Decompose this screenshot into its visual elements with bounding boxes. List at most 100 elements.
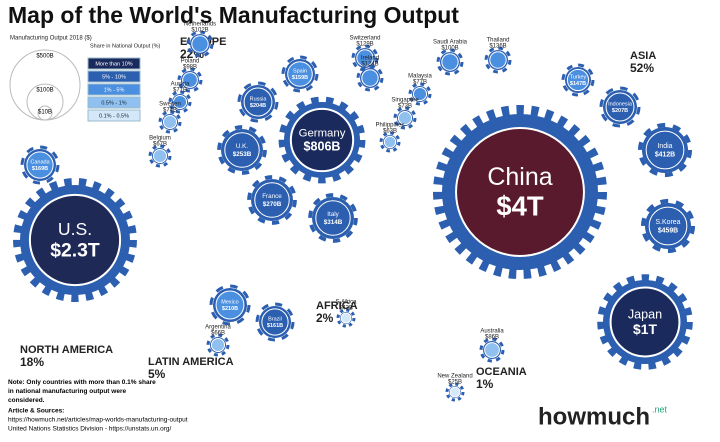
legend-size-label: $10B bbox=[38, 110, 52, 116]
region-share: 5% bbox=[148, 367, 166, 381]
legend-share-label: 1% - 5% bbox=[104, 87, 125, 93]
gear-teeth bbox=[336, 308, 356, 328]
country-value: $459B bbox=[658, 227, 678, 234]
gear-teeth bbox=[432, 104, 608, 280]
note: Note: Only countries with more than 0.1%… bbox=[8, 379, 156, 404]
country-name: Thailand bbox=[486, 38, 509, 44]
gear-face bbox=[489, 51, 507, 69]
country-name: France bbox=[262, 193, 282, 200]
gear-face bbox=[182, 72, 198, 88]
gear-face bbox=[412, 86, 428, 102]
country: Indonesia$207B bbox=[599, 86, 641, 128]
region-name: ASIA bbox=[630, 50, 656, 62]
country-value: $204B bbox=[250, 103, 266, 109]
gear-face bbox=[28, 193, 122, 287]
country: S.Korea$459B bbox=[640, 198, 696, 254]
country: New Zealand$25B bbox=[437, 374, 473, 402]
gear-face bbox=[605, 92, 635, 122]
country: India$412B bbox=[637, 122, 693, 178]
country-name: Turkey bbox=[570, 74, 587, 80]
legend-size-label: $100B bbox=[36, 88, 53, 94]
gear-face bbox=[609, 286, 681, 358]
gear-teeth bbox=[597, 274, 693, 370]
legend: Manufacturing Output 2018 ($) $500B $100… bbox=[9, 36, 160, 122]
gear-teeth bbox=[281, 55, 319, 93]
country-name: India bbox=[658, 143, 673, 150]
gear-teeth bbox=[356, 64, 384, 92]
gear-face bbox=[340, 312, 352, 324]
gear-teeth bbox=[640, 198, 696, 254]
country: Singapore$73B bbox=[391, 98, 419, 130]
country: Poland$98B bbox=[177, 59, 203, 93]
country-name: Austria bbox=[171, 82, 190, 88]
region-share: 18% bbox=[20, 355, 44, 369]
country-value: $43B bbox=[339, 306, 353, 312]
legend-share-label: 5% - 10% bbox=[102, 74, 126, 80]
gear-teeth bbox=[408, 82, 432, 106]
region-name: LATIN AMERICA bbox=[148, 356, 234, 368]
gear-teeth bbox=[209, 284, 251, 326]
country-value: $66B bbox=[211, 331, 225, 337]
country-value: $270B bbox=[263, 201, 282, 208]
country-value: $806B bbox=[304, 140, 341, 154]
country-name: Philippines bbox=[375, 123, 404, 129]
gear-face bbox=[648, 206, 688, 246]
legend-swatch bbox=[87, 83, 141, 96]
gear-teeth bbox=[308, 193, 358, 243]
country: France$270B bbox=[247, 175, 297, 225]
country-value: $1T bbox=[633, 321, 657, 337]
country-name: Ireland bbox=[361, 56, 379, 62]
gear-face bbox=[361, 69, 379, 87]
country-value: $67B bbox=[153, 142, 167, 148]
country: Australia$86B bbox=[479, 329, 505, 363]
country: Argentina$66B bbox=[205, 325, 232, 357]
gear-face bbox=[315, 200, 351, 236]
gear-teeth bbox=[158, 110, 182, 134]
gear-teeth bbox=[484, 46, 512, 74]
gear-teeth bbox=[206, 333, 230, 357]
country: S.Africa$43B bbox=[335, 300, 357, 328]
country: Switzerland$129B bbox=[349, 36, 381, 72]
country-name: Mexico bbox=[221, 299, 238, 305]
country-name: Australia bbox=[480, 329, 504, 335]
country-name: Japan bbox=[628, 307, 662, 321]
legend-share-label: More than 10% bbox=[95, 61, 132, 67]
gear-face bbox=[397, 110, 413, 126]
country: Ireland$124B bbox=[356, 56, 384, 92]
source: https://howmuch.net/articles/map-worlds-… bbox=[8, 417, 188, 424]
country-name: Netherlands bbox=[184, 22, 216, 28]
country-value: $159B bbox=[292, 75, 308, 81]
country-value: $77B bbox=[173, 88, 187, 94]
country: Thailand$136B bbox=[484, 38, 512, 74]
country-value: $25B bbox=[448, 380, 462, 386]
legend-share-label: 0.1% - 0.5% bbox=[99, 113, 129, 119]
country-name: Saudi Arabia bbox=[433, 40, 468, 46]
country: China$4T bbox=[432, 104, 608, 280]
legend-size-label: $500B bbox=[36, 54, 53, 60]
title: Map of the World's Manufacturing Output bbox=[8, 2, 459, 28]
country-name: Brazil bbox=[268, 316, 282, 322]
gear-face bbox=[566, 68, 590, 92]
country-name: China bbox=[487, 163, 552, 191]
country-name: Sweden bbox=[159, 102, 181, 108]
country-value: $210B bbox=[222, 306, 238, 312]
gear-teeth bbox=[177, 67, 203, 93]
legend-circle bbox=[37, 105, 53, 121]
gear-face bbox=[289, 107, 355, 173]
gear-teeth bbox=[561, 63, 595, 97]
country-value: $63B bbox=[383, 129, 397, 135]
gear-face bbox=[254, 182, 290, 218]
country: U.K.$253B bbox=[217, 125, 267, 175]
legend-share-title: Share in National Output (%) bbox=[90, 43, 160, 49]
logo-suffix: .net bbox=[652, 404, 668, 414]
gear-teeth bbox=[237, 81, 279, 123]
region-name: OCEANIA bbox=[476, 366, 527, 378]
country-name: New Zealand bbox=[437, 374, 472, 380]
country-value: $73B bbox=[398, 104, 412, 110]
gear-teeth bbox=[278, 96, 366, 184]
legend-swatch bbox=[87, 57, 141, 70]
country-name: Argentina bbox=[205, 325, 231, 331]
country: Russia$204B bbox=[237, 81, 279, 123]
gear-teeth bbox=[168, 90, 192, 114]
gear-teeth bbox=[186, 30, 214, 58]
